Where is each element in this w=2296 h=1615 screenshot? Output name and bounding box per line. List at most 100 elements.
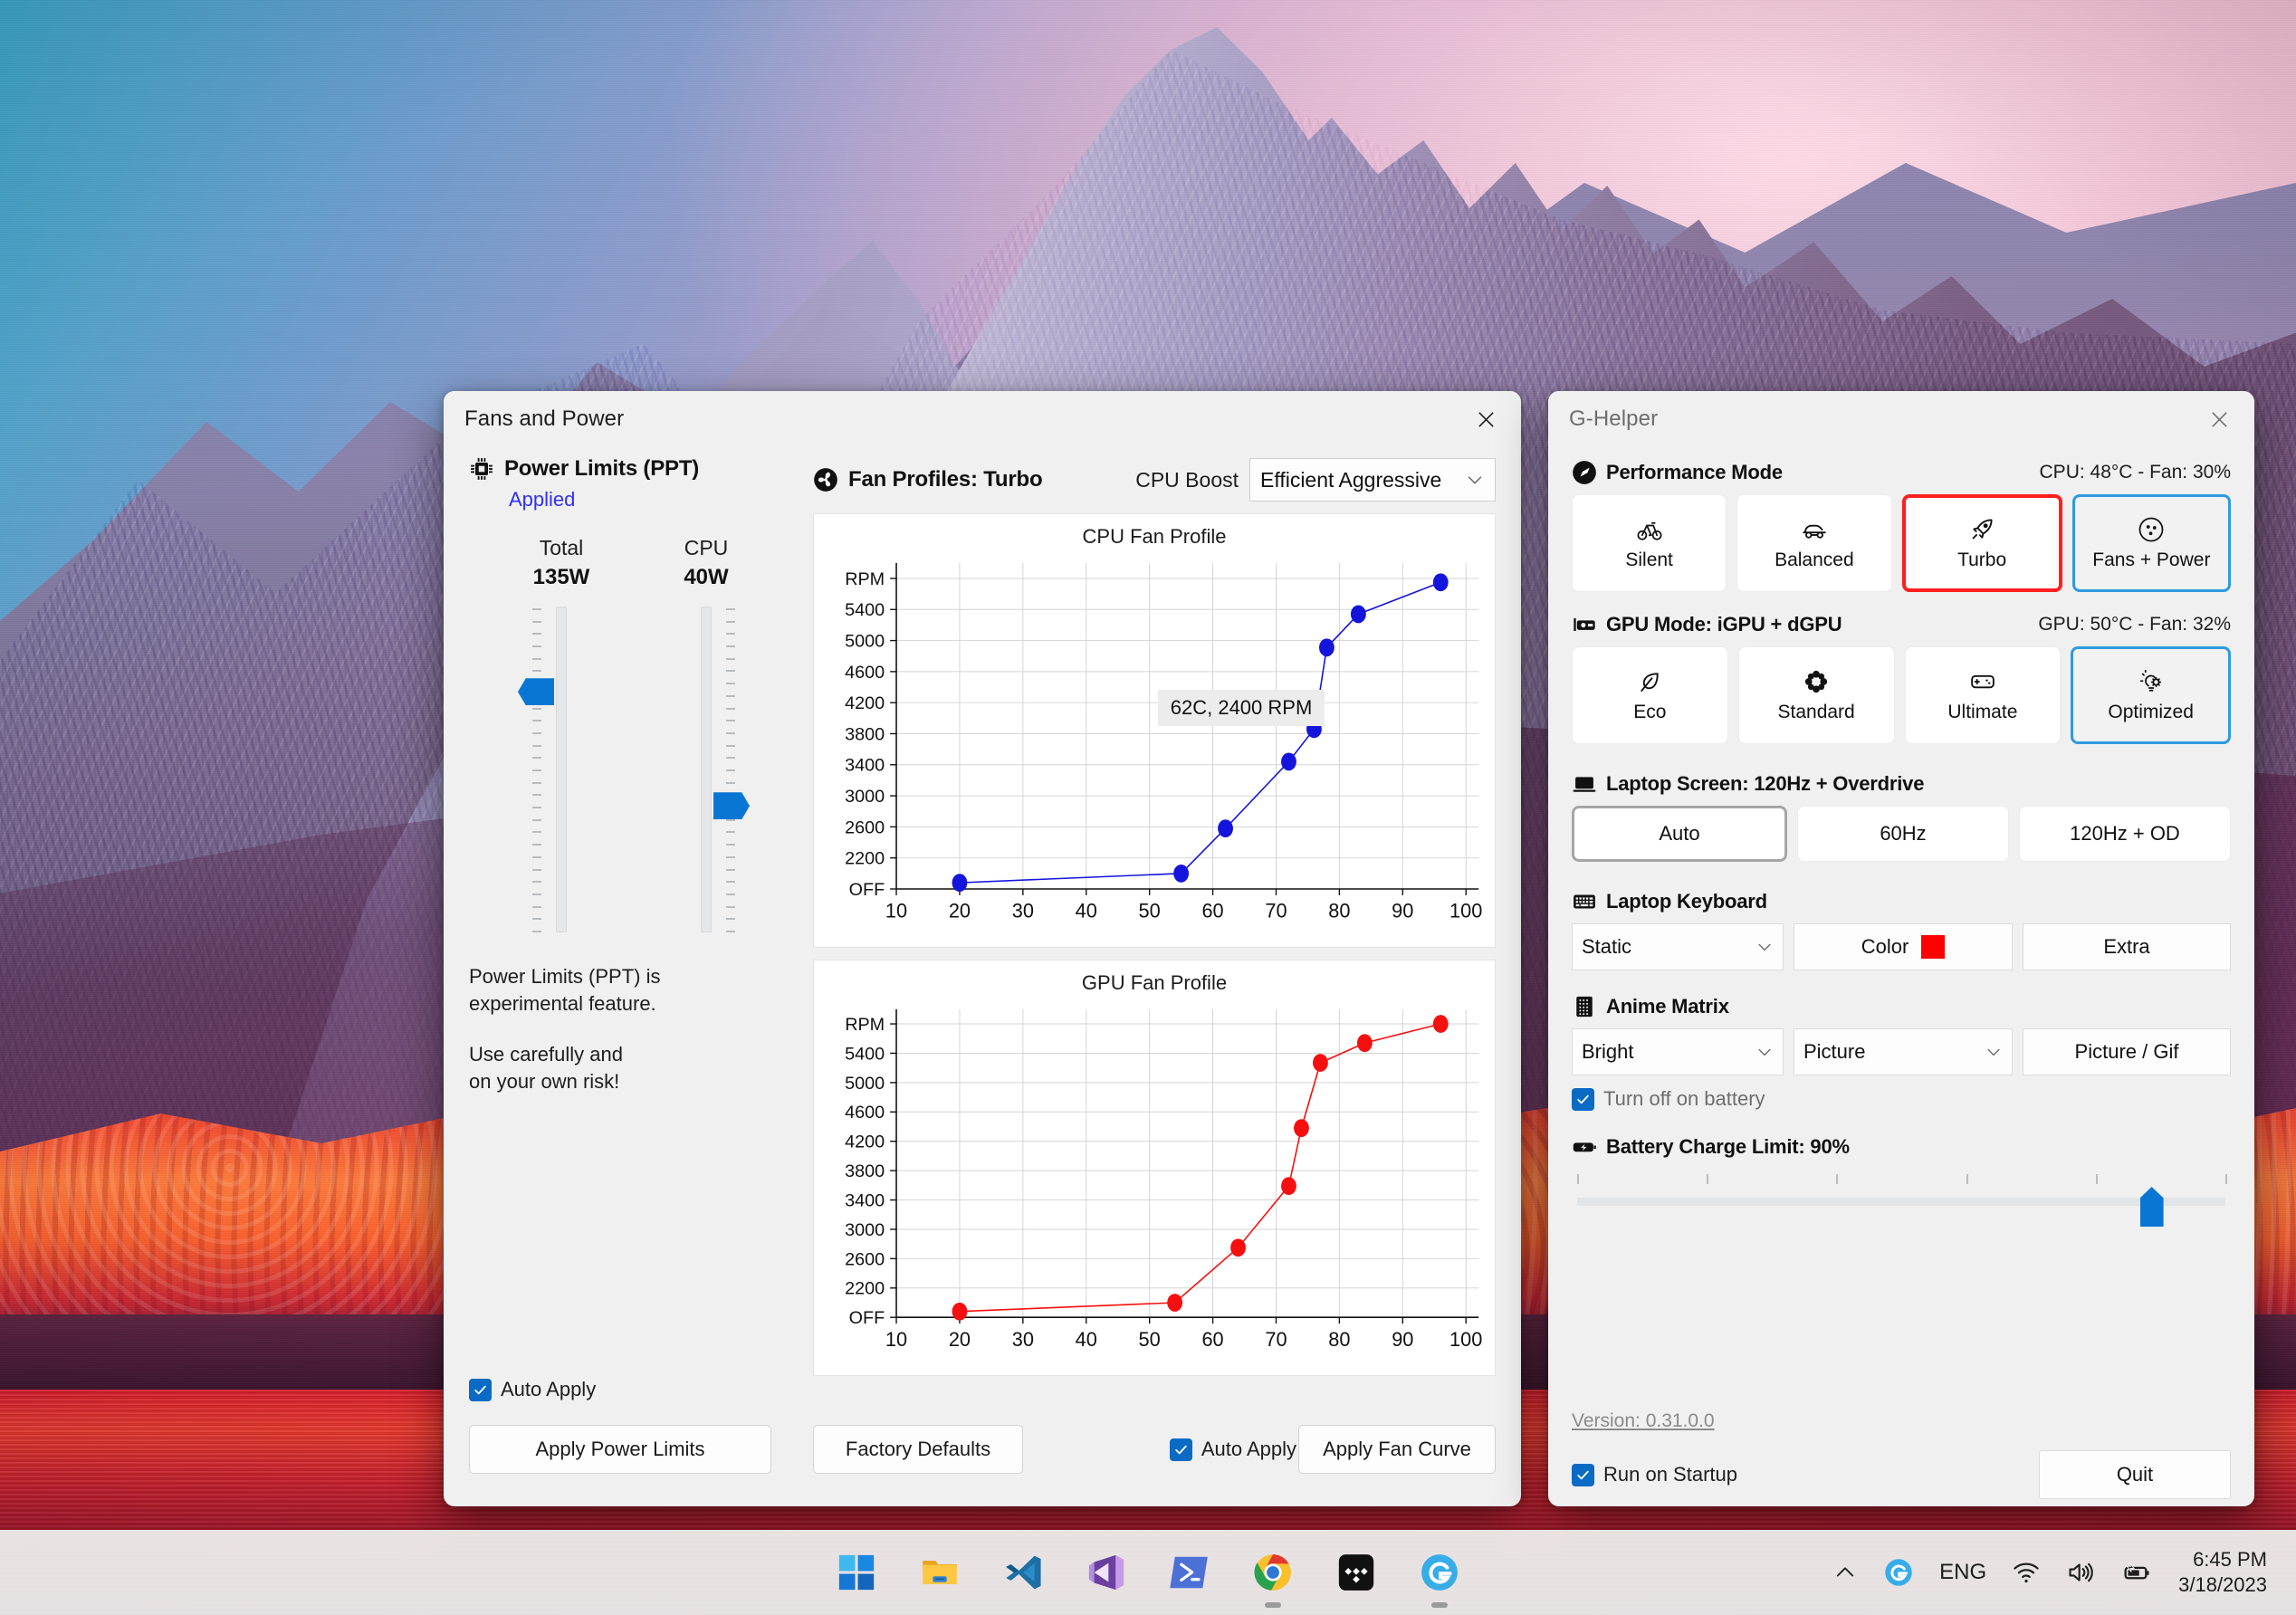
start-button[interactable]: [828, 1544, 885, 1601]
ppt-auto-apply-label: Auto Apply: [501, 1378, 597, 1400]
keyboard-color-button[interactable]: Color: [1794, 923, 2013, 970]
performance-mode-tiles: Silent Balanced: [1572, 494, 2231, 592]
keyboard-icon: [1572, 889, 1597, 914]
anime-matrix-title: Anime Matrix: [1606, 995, 1729, 1018]
tray-volume-button[interactable]: [2053, 1544, 2108, 1601]
factory-defaults-button[interactable]: Factory Defaults: [813, 1425, 1023, 1474]
gpu-tile-eco[interactable]: Eco: [1572, 646, 1728, 744]
total-slider-thumb[interactable]: [518, 678, 554, 706]
tidal-button[interactable]: [1328, 1544, 1384, 1601]
fan-auto-apply-row[interactable]: Auto Apply: [1169, 1438, 1296, 1461]
chrome-button[interactable]: [1245, 1544, 1301, 1608]
visual-studio-icon: [1086, 1552, 1127, 1593]
anime-brightness-select[interactable]: Bright: [1572, 1028, 1784, 1075]
keyboard-extra-button[interactable]: Extra: [2023, 923, 2231, 970]
vs-code-button[interactable]: [995, 1544, 1051, 1601]
svg-text:50: 50: [1139, 1328, 1161, 1351]
gpu-tile-standard[interactable]: Standard: [1737, 646, 1895, 744]
mode-tile-fans-power[interactable]: Fans + Power: [2071, 494, 2231, 592]
fan-profiles-footer: Factory Defaults Auto Apply Apply Fan Cu…: [799, 1383, 1521, 1506]
cpu-chart-plot[interactable]: OFF 2200 2600 3000 3400 3800 4200 4600 5000 5400 R…: [814, 549, 1495, 935]
total-slider-track: [556, 607, 567, 932]
mode-tile-turbo[interactable]: Turbo: [1901, 494, 2062, 592]
cpu-power-block: CPU 40W: [634, 536, 779, 590]
ppt-auto-apply-checkbox[interactable]: [469, 1378, 492, 1401]
battery-limit-slider[interactable]: [1572, 1174, 2231, 1230]
cpu-slider-thumb[interactable]: [713, 792, 750, 820]
bulb-gear-icon: [2138, 668, 2165, 695]
anime-content-select[interactable]: Picture: [1794, 1028, 2013, 1075]
gpu-chart-plot[interactable]: OFF 2200 2600 3000 3400 3800 4200 4600 5000 5400 R…: [814, 995, 1495, 1364]
cpu-value: 40W: [684, 565, 729, 589]
total-power-slider[interactable]: [489, 607, 634, 932]
svg-text:4200: 4200: [845, 693, 885, 713]
screen-option-auto[interactable]: Auto: [1572, 806, 1787, 862]
gpu-label-standard: Standard: [1777, 701, 1855, 722]
mode-label-silent: Silent: [1625, 549, 1673, 570]
apply-power-limits-button[interactable]: Apply Power Limits: [469, 1425, 771, 1474]
fans-window-titlebar: Fans and Power: [444, 391, 1521, 447]
cpu-power-slider[interactable]: [634, 607, 779, 932]
anime-turn-off-checkbox[interactable]: [1572, 1087, 1594, 1111]
screen-option-120hz-od[interactable]: 120Hz + OD: [2019, 806, 2231, 862]
laptop-screen-header: Laptop Screen: 120Hz + Overdrive: [1572, 771, 2231, 797]
running-indicator: [1431, 1602, 1448, 1608]
run-on-startup-row[interactable]: Run on Startup: [1572, 1463, 1737, 1486]
tray-g-helper-button[interactable]: [1870, 1544, 1927, 1601]
gpu-tile-ultimate[interactable]: Ultimate: [1904, 646, 2062, 744]
visual-studio-button[interactable]: [1078, 1544, 1134, 1601]
cpu-fan-profile-chart[interactable]: CPU Fan Profile OFF 2200 2600 3000 3400 3800 4…: [813, 513, 1496, 948]
tray-overflow-button[interactable]: [1820, 1544, 1870, 1601]
svg-text:2600: 2600: [845, 817, 885, 837]
svg-text:60: 60: [1201, 1328, 1223, 1351]
flower-icon: [1803, 668, 1830, 695]
battery-slider-thumb[interactable]: [2139, 1187, 2164, 1227]
gpu-fan-profile-chart[interactable]: GPU Fan Profile OFF 2200 2600 3000 3400 3800 4…: [813, 960, 1496, 1376]
laptop-icon: [1572, 771, 1597, 797]
svg-text:RPM: RPM: [845, 569, 885, 589]
clock-date: 3/18/2023: [2178, 1573, 2267, 1596]
laptop-screen-title: Laptop Screen: 120Hz + Overdrive: [1606, 772, 1925, 795]
ppt-auto-apply-row[interactable]: Auto Apply: [469, 1378, 596, 1401]
mode-tile-silent[interactable]: Silent: [1572, 494, 1727, 592]
mode-tile-balanced[interactable]: Balanced: [1736, 494, 1892, 592]
cpu-boost-select[interactable]: Efficient Aggressive: [1249, 458, 1496, 502]
screen-option-60hz[interactable]: 60Hz: [1797, 806, 2009, 862]
cpu-boost-value: Efficient Aggressive: [1260, 467, 1442, 492]
keyboard-color-swatch[interactable]: [1921, 935, 1946, 959]
performance-mode-header: Performance Mode CPU: 48°C - Fan: 30%: [1572, 460, 2231, 485]
gpu-card-icon: [1572, 612, 1597, 637]
apply-fan-curve-button[interactable]: Apply Fan Curve: [1298, 1425, 1496, 1474]
keyboard-mode-select[interactable]: Static: [1572, 923, 1784, 970]
anime-picture-gif-button[interactable]: Picture / Gif: [2023, 1028, 2231, 1075]
clock-time: 6:45 PM: [2193, 1547, 2267, 1571]
version-link[interactable]: Version: 0.31.0.0: [1572, 1410, 1715, 1431]
svg-text:5400: 5400: [845, 600, 885, 620]
mode-label-turbo: Turbo: [1957, 549, 2007, 570]
note-line-4: on your own risk!: [469, 1070, 620, 1094]
svg-text:30: 30: [1012, 900, 1034, 922]
g-helper-icon: [1419, 1552, 1460, 1593]
close-icon[interactable]: [2184, 391, 2254, 447]
gauge-icon: [1572, 460, 1597, 485]
tray-battery-button[interactable]: [2108, 1544, 2164, 1601]
quit-button[interactable]: Quit: [2039, 1450, 2231, 1499]
tray-network-button[interactable]: [1999, 1544, 2053, 1601]
gpu-tile-optimized[interactable]: Optimized: [2071, 646, 2231, 744]
anime-turn-off-row[interactable]: Turn off on battery: [1572, 1087, 2231, 1111]
svg-text:3000: 3000: [845, 787, 885, 807]
file-explorer-button[interactable]: [912, 1544, 968, 1601]
powershell-button[interactable]: [1162, 1544, 1218, 1601]
clock[interactable]: 6:45 PM 3/18/2023: [2164, 1547, 2276, 1598]
power-limits-panel: Power Limits (PPT) Applied Total 135W CP…: [444, 447, 799, 1506]
svg-text:3400: 3400: [845, 756, 885, 776]
close-icon[interactable]: [1450, 391, 1521, 447]
chevron-down-icon: [1465, 470, 1485, 490]
fan-auto-apply-checkbox[interactable]: [1169, 1438, 1192, 1461]
ghelper-footer: Run on Startup Quit: [1572, 1450, 2231, 1499]
g-helper-button[interactable]: [1411, 1544, 1468, 1608]
fans-window-body: Power Limits (PPT) Applied Total 135W CP…: [444, 447, 1521, 1506]
run-on-startup-checkbox[interactable]: [1572, 1463, 1594, 1486]
gpu-label-optimized: Optimized: [2108, 701, 2194, 722]
tray-language-button[interactable]: ENG: [1927, 1544, 1999, 1601]
